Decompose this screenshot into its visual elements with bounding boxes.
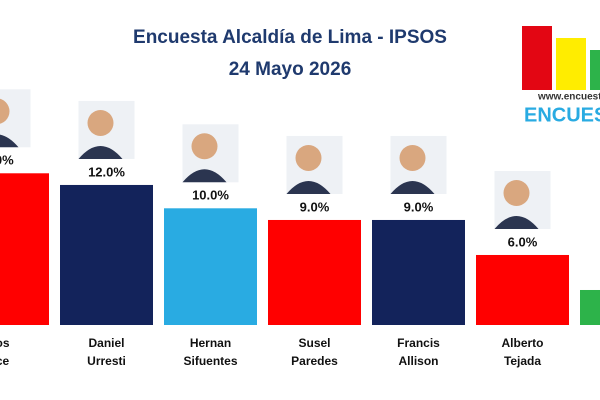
x-tick-label: Tejada [504, 354, 541, 368]
value-label: .0% [0, 153, 14, 168]
candidate-head [295, 144, 322, 171]
candidate-body [390, 180, 435, 194]
x-tick-label: Alberto [502, 336, 544, 350]
logo-name: ENCUES [524, 104, 600, 126]
logo-block [556, 38, 586, 90]
value-label: 9.0% [404, 199, 434, 214]
candidate-head [399, 144, 426, 171]
candidate-body [182, 169, 227, 183]
x-tick-label: Allison [398, 354, 438, 368]
x-tick-label: Susel [298, 336, 330, 350]
bar [580, 289, 600, 325]
candidate-body [494, 215, 539, 229]
value-label: 6.0% [508, 234, 538, 249]
value-label: 12.0% [88, 164, 125, 179]
x-tick-label: ce [0, 354, 9, 368]
chart-subtitle: 24 Mayo 2026 [229, 59, 352, 80]
bar [0, 173, 49, 325]
candidate-head [503, 179, 530, 206]
value-label: 10.0% [192, 188, 229, 203]
x-tick-label: Francis [397, 336, 440, 350]
x-tick-label: Urresti [87, 354, 126, 368]
x-tick-label: Daniel [88, 336, 124, 350]
bar [164, 208, 257, 325]
logo-block [590, 50, 600, 90]
logo-block [522, 26, 552, 90]
x-tick-label: Paredes [291, 354, 338, 368]
logo: www.encuest ENCUES [522, 26, 600, 126]
x-tick-label: os [0, 336, 10, 350]
bar [268, 219, 361, 325]
x-tick-label: Hernan [190, 336, 231, 350]
bar [60, 184, 153, 325]
candidate-body [286, 180, 331, 194]
candidate-head [0, 98, 10, 124]
value-label: 9.0% [300, 199, 330, 214]
x-tick-label: Sifuentes [183, 354, 237, 368]
logo-url: www.encuest [537, 92, 600, 103]
bar [476, 254, 569, 325]
bar [372, 219, 465, 325]
candidate-body [78, 145, 123, 159]
candidate-head [87, 109, 114, 136]
candidate-head [191, 133, 218, 160]
chart-title: Encuesta Alcaldía de Lima - IPSOS [133, 27, 447, 48]
candidate-body [0, 134, 19, 148]
